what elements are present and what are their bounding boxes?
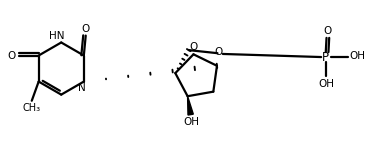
- Text: O: O: [82, 24, 90, 34]
- Text: O: O: [324, 26, 332, 36]
- Text: CH₃: CH₃: [23, 103, 41, 113]
- Text: OH: OH: [318, 79, 334, 89]
- Text: OH: OH: [183, 117, 199, 127]
- Polygon shape: [188, 96, 193, 115]
- Text: P: P: [322, 51, 329, 64]
- Text: HN: HN: [49, 31, 64, 41]
- Text: N: N: [78, 84, 86, 93]
- Text: O: O: [189, 42, 198, 52]
- Text: OH: OH: [349, 51, 365, 61]
- Text: O: O: [8, 51, 16, 60]
- Text: O: O: [214, 47, 223, 57]
